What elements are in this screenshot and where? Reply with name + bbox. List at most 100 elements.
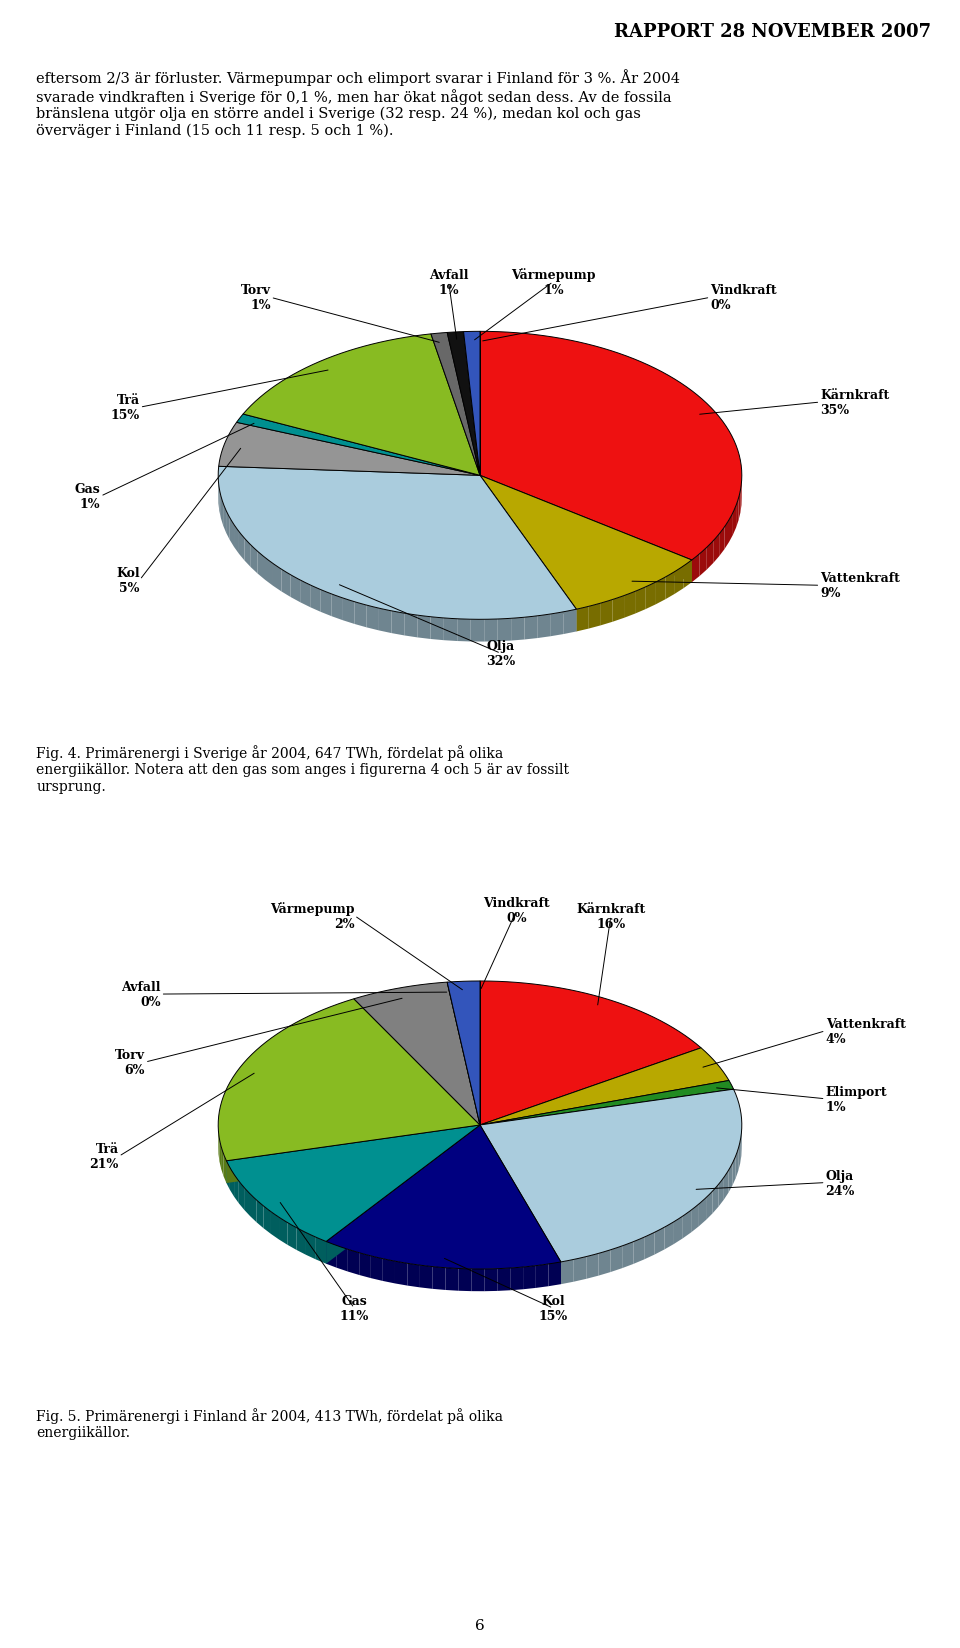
Polygon shape [220, 1139, 221, 1168]
Polygon shape [576, 606, 588, 633]
Polygon shape [227, 1162, 230, 1190]
Polygon shape [511, 618, 524, 641]
Polygon shape [326, 1126, 480, 1264]
Polygon shape [371, 1256, 383, 1280]
Text: Elimport
1%: Elimport 1% [826, 1084, 887, 1112]
Polygon shape [297, 1228, 306, 1256]
Polygon shape [510, 1267, 523, 1290]
Polygon shape [447, 333, 480, 476]
Polygon shape [523, 1266, 536, 1289]
Polygon shape [538, 615, 551, 639]
Polygon shape [480, 1126, 561, 1284]
Polygon shape [536, 1264, 548, 1289]
Polygon shape [224, 1154, 227, 1183]
Polygon shape [431, 333, 480, 476]
Polygon shape [655, 1228, 664, 1254]
Polygon shape [395, 1261, 407, 1285]
Polygon shape [587, 1254, 599, 1279]
Text: Vattenkraft
9%: Vattenkraft 9% [821, 572, 900, 600]
Polygon shape [724, 1170, 729, 1200]
Polygon shape [684, 560, 692, 588]
Polygon shape [219, 489, 221, 519]
Polygon shape [445, 1267, 458, 1290]
Text: Gas
11%: Gas 11% [340, 1294, 369, 1322]
Polygon shape [300, 580, 310, 608]
Text: Trä
15%: Trä 15% [110, 394, 139, 422]
Polygon shape [348, 1249, 359, 1276]
Text: Torv
6%: Torv 6% [115, 1048, 145, 1076]
Polygon shape [471, 1269, 485, 1292]
Polygon shape [551, 613, 564, 636]
Polygon shape [227, 1126, 480, 1183]
Text: Kärnkraft
35%: Kärnkraft 35% [821, 389, 890, 417]
Polygon shape [664, 1221, 674, 1249]
Polygon shape [713, 534, 719, 564]
Polygon shape [245, 539, 251, 569]
Polygon shape [257, 552, 265, 580]
Polygon shape [444, 618, 457, 641]
Polygon shape [337, 1246, 348, 1272]
Polygon shape [316, 1238, 326, 1264]
Polygon shape [392, 611, 404, 636]
Polygon shape [665, 572, 675, 600]
Polygon shape [588, 603, 601, 630]
Text: Torv
1%: Torv 1% [241, 283, 271, 311]
Text: Värmepump
1%: Värmepump 1% [511, 269, 595, 297]
Polygon shape [683, 1210, 691, 1239]
Polygon shape [326, 1241, 337, 1267]
Polygon shape [239, 532, 245, 562]
Polygon shape [497, 1269, 510, 1290]
Polygon shape [706, 1192, 712, 1220]
Polygon shape [732, 506, 736, 536]
Polygon shape [611, 1246, 622, 1272]
Text: Avfall
1%: Avfall 1% [429, 269, 468, 297]
Polygon shape [691, 1205, 699, 1233]
Polygon shape [574, 1257, 587, 1282]
Polygon shape [548, 1262, 561, 1287]
Text: Avfall
0%: Avfall 0% [121, 981, 160, 1009]
Polygon shape [379, 608, 392, 634]
Polygon shape [221, 1147, 224, 1177]
Polygon shape [227, 1126, 480, 1241]
Polygon shape [692, 554, 700, 583]
Polygon shape [433, 1267, 445, 1290]
Polygon shape [480, 1081, 733, 1126]
Polygon shape [306, 1233, 316, 1259]
Polygon shape [719, 1178, 724, 1206]
Polygon shape [256, 1200, 263, 1228]
Polygon shape [218, 999, 480, 1162]
Polygon shape [420, 1266, 433, 1289]
Text: Fig. 5. Primärenergi i Finland år 2004, 413 TWh, fördelat på olika
energiikällor: Fig. 5. Primärenergi i Finland år 2004, … [36, 1407, 503, 1439]
Polygon shape [221, 496, 223, 526]
Text: Fig. 4. Primärenergi i Sverige år 2004, 647 TWh, fördelat på olika
energiikällor: Fig. 4. Primärenergi i Sverige år 2004, … [36, 745, 569, 793]
Polygon shape [457, 620, 470, 643]
Polygon shape [331, 595, 343, 621]
Polygon shape [624, 592, 636, 618]
Polygon shape [480, 476, 692, 583]
Polygon shape [281, 570, 291, 598]
Polygon shape [279, 1218, 288, 1246]
Text: 6: 6 [475, 1618, 485, 1632]
Polygon shape [732, 1157, 735, 1185]
Polygon shape [480, 476, 576, 633]
Polygon shape [674, 1216, 683, 1244]
Polygon shape [227, 511, 229, 541]
Polygon shape [288, 1223, 297, 1251]
Polygon shape [265, 559, 273, 587]
Polygon shape [634, 1238, 644, 1264]
Polygon shape [729, 513, 732, 542]
Polygon shape [740, 1134, 741, 1163]
Polygon shape [447, 981, 480, 1126]
Polygon shape [612, 597, 624, 623]
Polygon shape [251, 545, 257, 574]
Polygon shape [622, 1243, 634, 1269]
Polygon shape [470, 620, 484, 643]
Text: Vattenkraft
4%: Vattenkraft 4% [826, 1017, 905, 1045]
Polygon shape [367, 606, 379, 631]
Polygon shape [646, 583, 656, 610]
Polygon shape [656, 577, 665, 605]
Polygon shape [736, 499, 738, 529]
Polygon shape [719, 527, 725, 557]
Polygon shape [497, 620, 511, 641]
Polygon shape [234, 526, 239, 554]
